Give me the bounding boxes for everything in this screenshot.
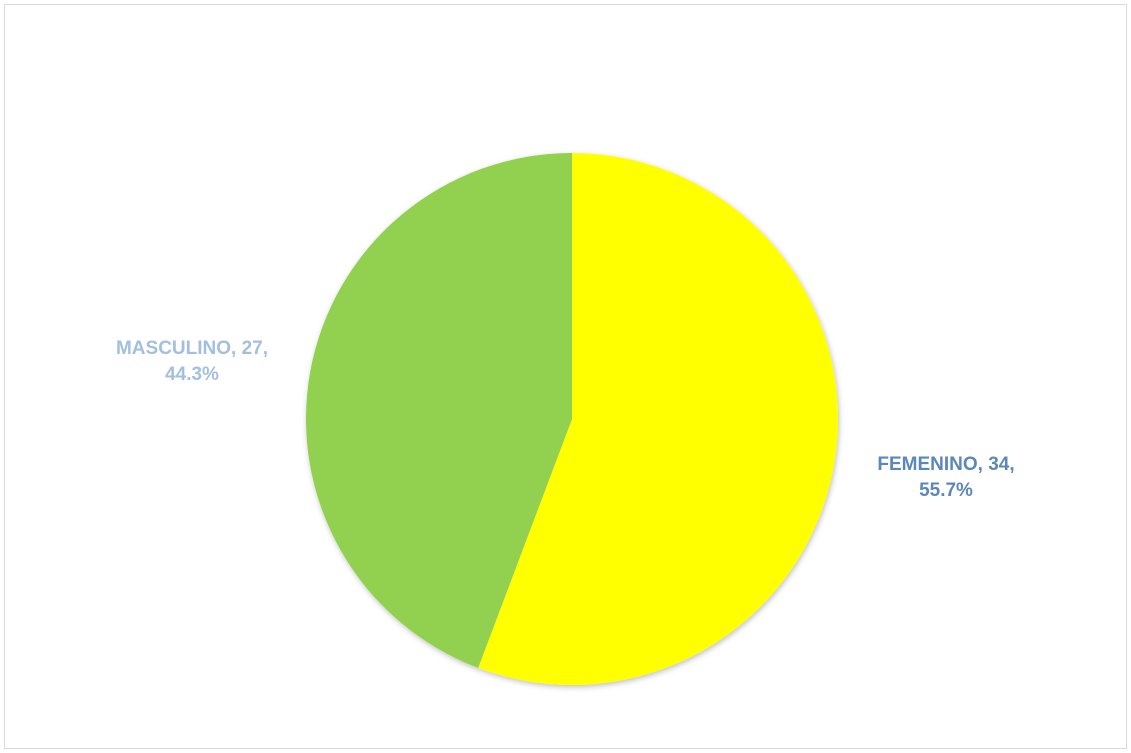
data-label-femenino-line2: 55.7% bbox=[919, 480, 973, 501]
chart-area: MASCULINO, 27, 44.3% FEMENINO, 34, 55.7% bbox=[4, 4, 1127, 749]
pie-chart bbox=[305, 153, 838, 686]
data-label-masculino: MASCULINO, 27, 44.3% bbox=[97, 336, 287, 388]
pie-slice-femenino bbox=[478, 153, 838, 686]
pie-slice-masculino bbox=[305, 153, 572, 668]
data-label-masculino-line2: 44.3% bbox=[165, 364, 219, 385]
data-label-femenino: FEMENINO, 34, 55.7% bbox=[851, 452, 1041, 504]
data-label-femenino-line1: FEMENINO, 34, bbox=[877, 454, 1015, 475]
pie-slices bbox=[305, 153, 838, 686]
data-label-masculino-line1: MASCULINO, 27, bbox=[115, 338, 269, 359]
